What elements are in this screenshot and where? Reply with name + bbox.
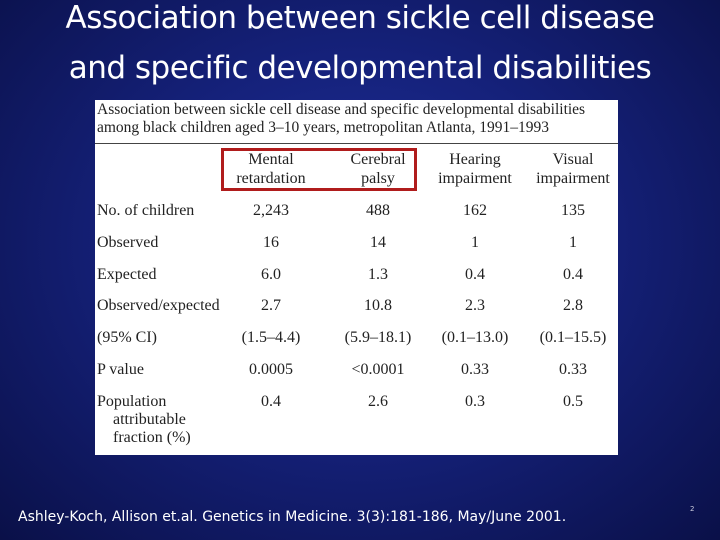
row-label: attributable <box>113 411 186 428</box>
cell: 10.8 <box>364 297 392 314</box>
row-label: Population <box>97 393 167 410</box>
cell: 0.3 <box>465 393 485 410</box>
column-header: Hearing <box>449 151 501 168</box>
cell: (5.9–18.1) <box>344 329 412 346</box>
cell: (0.1–15.5) <box>539 329 607 346</box>
cell: 2.8 <box>563 297 583 314</box>
cell: 6.0 <box>261 266 281 283</box>
column-header: Visual <box>552 151 594 168</box>
cell: 135 <box>561 202 585 219</box>
row-label: Expected <box>97 266 157 283</box>
slide-title: and specific developmental disabilities <box>68 50 652 86</box>
cell: 2.3 <box>465 297 485 314</box>
cell: 14 <box>370 234 386 251</box>
cell: (0.1–13.0) <box>441 329 509 346</box>
cell: <0.0001 <box>351 361 405 378</box>
cell: 16 <box>263 234 279 251</box>
cell: 0.0005 <box>249 361 293 378</box>
column-header: Cerebral <box>350 151 406 168</box>
cell: 0.5 <box>563 393 583 410</box>
cell: 162 <box>463 202 487 219</box>
cell: 488 <box>366 202 390 219</box>
cell: 0.4 <box>563 266 583 283</box>
column-header: retardation <box>236 170 306 187</box>
column-header: impairment <box>536 170 610 187</box>
cell: 0.4 <box>465 266 485 283</box>
row-label: Observed <box>97 234 159 251</box>
cell: 0.33 <box>559 361 587 378</box>
cell: (1.5–4.4) <box>241 329 301 346</box>
table-title: Association between sickle cell disease … <box>97 101 586 118</box>
row-label: Observed/expected <box>97 297 220 314</box>
table: Association between sickle cell disease … <box>95 100 618 455</box>
column-header: palsy <box>361 170 395 187</box>
citation: Ashley-Koch, Allison et.al. Genetics in … <box>18 509 567 525</box>
cell: 1 <box>569 234 577 251</box>
table-title: among black children aged 3–10 years, me… <box>97 119 549 136</box>
slide-title: Association between sickle cell disease <box>65 0 656 36</box>
cell: 2.6 <box>368 393 388 410</box>
row-label: No. of children <box>97 202 195 219</box>
column-header: impairment <box>438 170 512 187</box>
cell: 0.33 <box>461 361 489 378</box>
cell: 1 <box>471 234 479 251</box>
column-header: Mental <box>248 151 294 168</box>
cell: 2.7 <box>261 297 281 314</box>
row-label: P value <box>97 361 144 378</box>
cell: 0.4 <box>261 393 281 410</box>
cell: 2,243 <box>253 202 289 219</box>
rule <box>95 143 618 144</box>
cell: 1.3 <box>368 266 388 283</box>
highlight-box <box>221 148 417 191</box>
row-label: (95% CI) <box>97 329 157 346</box>
page-number: 2 <box>690 505 695 513</box>
row-label: fraction (%) <box>113 429 191 446</box>
